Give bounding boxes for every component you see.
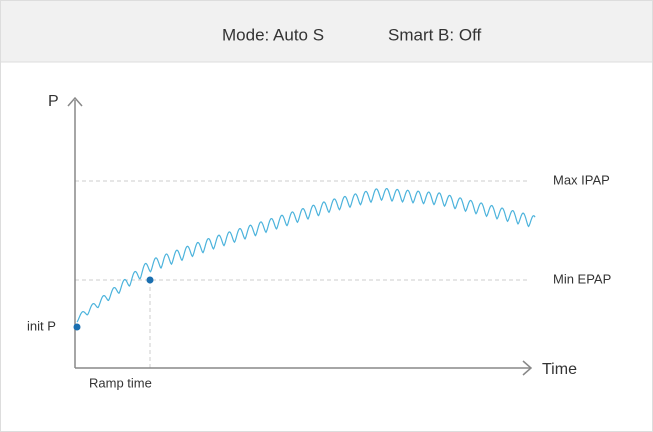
min-label: Min EPAP <box>553 271 611 286</box>
x-axis-label: Time <box>542 361 577 378</box>
header-bar <box>1 1 652 62</box>
pressure-wave <box>76 188 536 323</box>
y-arrow <box>67 96 83 107</box>
smart-label: Smart B: Off <box>388 25 481 44</box>
ramp-dot <box>146 276 154 284</box>
init-dot <box>73 323 81 331</box>
mode-label: Mode: Auto S <box>222 25 324 44</box>
max-label: Max IPAP <box>553 172 610 187</box>
ramp-label: Ramp time <box>89 375 152 390</box>
y-axis-label: P <box>48 93 59 110</box>
x-arrow <box>522 360 533 376</box>
init-label: init P <box>27 318 56 333</box>
